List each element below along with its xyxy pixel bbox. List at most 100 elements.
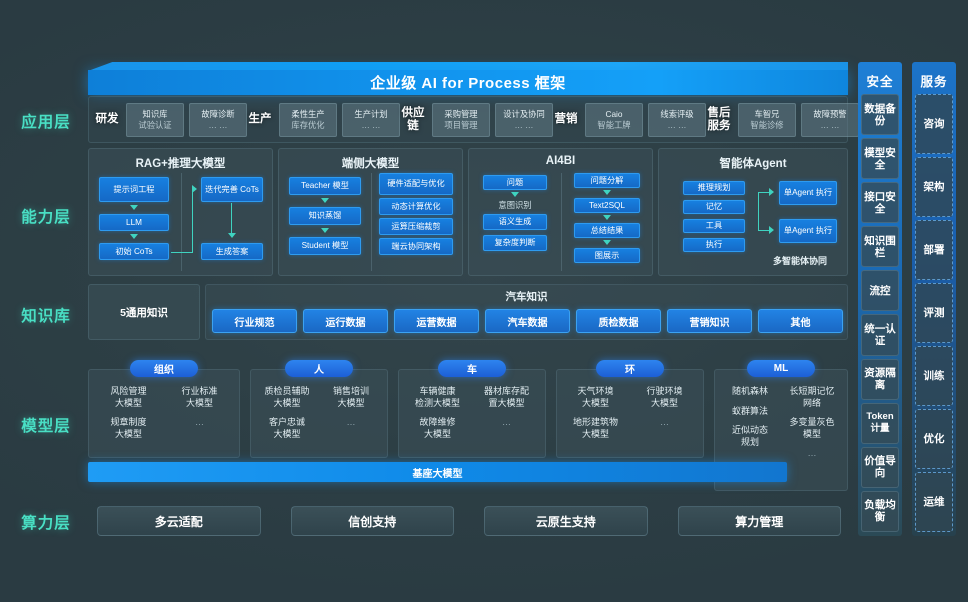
capability-chip[interactable]: 问题 [483, 175, 547, 190]
security-rail-item[interactable]: 接口安全 [861, 182, 899, 224]
capability-chip[interactable]: 生成答案 [201, 243, 263, 260]
app-group-supply-chain[interactable]: 供应链 采购管理 项目管理 设计及协同 … … [398, 97, 553, 142]
app-group-rd[interactable]: 研发 知识库 试验认证 故障诊断 … … [92, 97, 247, 142]
capability-chip[interactable]: LLM [99, 214, 169, 231]
capability-chip[interactable]: 推理规划 [683, 181, 745, 195]
capability-chip[interactable]: 单Agent 执行 [779, 219, 837, 243]
knowledge-domain-title: 汽车知识 [505, 291, 548, 303]
compute-card[interactable]: 云原生支持 [484, 506, 648, 536]
capability-chip[interactable]: 图展示 [574, 248, 640, 263]
capability-chip[interactable]: 知识蒸馏 [289, 207, 361, 225]
app-card[interactable]: 故障诊断 … … [189, 102, 247, 137]
model-item[interactable]: 销售培训 大模型 [332, 386, 369, 408]
service-rail-item[interactable]: 优化 [915, 409, 953, 469]
knowledge-chip[interactable]: 行业规范 [212, 309, 297, 333]
capability-chip[interactable]: Teacher 模型 [289, 177, 361, 195]
knowledge-chip[interactable]: 运行数据 [303, 309, 388, 333]
model-item-more[interactable]: … [807, 448, 817, 458]
capability-chip[interactable]: 运算压缩裁剪 [379, 218, 453, 235]
security-rail-item[interactable]: 数据备份 [861, 94, 899, 136]
service-rail-item[interactable]: 评测 [915, 283, 953, 343]
app-card[interactable]: Caio 智能工牌 [585, 102, 643, 137]
capability-chip[interactable]: 语义生成 [483, 214, 547, 230]
model-item[interactable]: 地形建筑物 大模型 [572, 417, 618, 439]
model-item[interactable]: 车辆健康 检测大模型 [414, 386, 460, 408]
compute-card[interactable]: 多云适配 [97, 506, 261, 536]
app-card[interactable]: 线索评级 … … [648, 102, 706, 137]
capability-chip[interactable]: 记忆 [683, 200, 745, 214]
service-rail-item[interactable]: 训练 [915, 346, 953, 406]
service-rail-item[interactable]: 架构 [915, 157, 953, 217]
model-item-more[interactable]: … [502, 417, 511, 427]
app-card[interactable]: 知识库 试验认证 [126, 102, 184, 137]
compute-card[interactable]: 算力管理 [677, 506, 841, 536]
knowledge-chip[interactable]: 营销知识 [667, 309, 752, 333]
knowledge-general-card[interactable]: 5通用知识 [88, 284, 200, 340]
capability-chip[interactable]: 动态计算优化 [379, 198, 453, 215]
app-group-after-sales[interactable]: 售后服务 车智兄 智能诊修 故障预警 … … [704, 97, 859, 142]
capability-box-rag[interactable]: RAG+推理大模型 提示词工程 LLM 初始 CoTs 迭代完善 CoTs 生成… [88, 148, 273, 276]
model-item[interactable]: 行业标准 大模型 [181, 386, 218, 408]
capability-chip[interactable]: 工具 [683, 219, 745, 233]
model-item[interactable]: 随机森林 [731, 386, 768, 396]
capability-box-edge[interactable]: 端侧大模型 Teacher 模型 知识蒸馏 Student 模型 硬件适配与优化… [278, 148, 463, 276]
capability-chip[interactable]: Text2SQL [574, 198, 640, 213]
capability-chip[interactable]: 初始 CoTs [99, 243, 169, 260]
capability-chip[interactable]: Student 模型 [289, 237, 361, 255]
app-card[interactable]: 故障预警 … … [801, 102, 859, 137]
app-card[interactable]: 设计及协同 … … [495, 102, 553, 137]
capability-chip[interactable]: 硬件适配与优化 [379, 173, 453, 195]
knowledge-chip[interactable]: 运营数据 [394, 309, 479, 333]
security-rail-item[interactable]: 流控 [861, 270, 899, 312]
capability-chip[interactable]: 总结结果 [574, 223, 640, 238]
capability-chip[interactable]: 复杂度判断 [483, 235, 547, 251]
security-rail-item[interactable]: 负载均衡 [861, 490, 899, 532]
compute-card[interactable]: 信创支持 [290, 506, 454, 536]
app-card-line1: 故障预警 [813, 108, 847, 119]
model-item[interactable]: 风险管理 大模型 [110, 386, 147, 408]
model-item[interactable]: 蚁群算法 [731, 405, 768, 416]
knowledge-chip[interactable]: 质检数据 [576, 309, 661, 333]
connector [758, 192, 759, 230]
service-rail-item[interactable]: 部署 [915, 220, 953, 280]
app-card[interactable]: 车智兄 智能诊修 [738, 102, 796, 137]
model-item-more[interactable]: … [346, 417, 356, 427]
service-rail-item[interactable]: 运维 [915, 472, 953, 532]
app-card[interactable]: 柔性生产 库存优化 [279, 102, 337, 137]
security-rail-item[interactable]: 价值导向 [861, 446, 899, 488]
knowledge-chip[interactable]: 汽车数据 [485, 309, 570, 333]
app-card[interactable]: 生产计划 … … [342, 102, 400, 137]
capability-chip[interactable]: 迭代完善 CoTs [201, 177, 263, 202]
security-rail-item[interactable]: 统一认证 [861, 314, 899, 356]
app-group-production[interactable]: 生产 柔性生产 库存优化 生产计划 … … [245, 97, 400, 142]
model-item[interactable]: 器材库存配 置大模型 [483, 386, 529, 408]
capability-box-agent[interactable]: 智能体Agent 推理规划 记忆 工具 执行 单Agent 执行 单Agent … [658, 148, 848, 276]
security-rail-item[interactable]: Token计量 [861, 402, 899, 444]
knowledge-general-label: 5通用知识 [120, 306, 168, 319]
app-card[interactable]: 采购管理 项目管理 [432, 102, 490, 137]
base-model-bar[interactable]: 基座大模型 [88, 462, 787, 482]
model-item-more[interactable]: … [660, 417, 669, 427]
model-item[interactable]: 客户忠诚 大模型 [268, 417, 305, 439]
capability-chip[interactable]: 问题分解 [574, 173, 640, 188]
model-item[interactable]: 天气环境 大模型 [577, 386, 614, 408]
capability-chip[interactable]: 单Agent 执行 [779, 181, 837, 205]
model-item[interactable]: 行驶环境 大模型 [646, 386, 683, 408]
service-rail-item[interactable]: 咨询 [915, 94, 953, 154]
model-item[interactable]: 规章制度 大模型 [110, 417, 147, 439]
app-group-marketing[interactable]: 营销 Caio 智能工牌 线索评级 … … [551, 97, 706, 142]
capability-chip[interactable]: 执行 [683, 238, 745, 252]
knowledge-chip[interactable]: 其他 [758, 309, 843, 333]
model-item-more[interactable]: … [195, 417, 204, 427]
model-item[interactable]: 质检员辅助 大模型 [264, 386, 310, 408]
capability-box-ai4bi[interactable]: AI4BI 问题 意图识别 语义生成 复杂度判断 问题分解 Text2SQL 总… [468, 148, 653, 276]
model-item[interactable]: 近似动态 规划 [731, 425, 768, 447]
model-item[interactable]: 故障维修 大模型 [419, 417, 456, 439]
capability-chip[interactable]: 提示词工程 [99, 177, 169, 202]
model-item[interactable]: 多变量灰色 模型 [789, 417, 835, 439]
security-rail-item[interactable]: 知识围栏 [861, 226, 899, 268]
capability-chip[interactable]: 端云协同架构 [379, 238, 453, 255]
security-rail-item[interactable]: 资源隔离 [861, 358, 899, 400]
model-item[interactable]: 长短期记忆 网络 [789, 386, 835, 408]
security-rail-item[interactable]: 模型安全 [861, 138, 899, 180]
